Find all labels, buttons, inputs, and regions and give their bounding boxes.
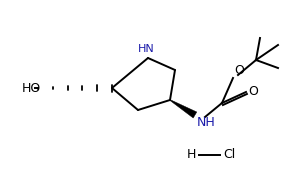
Text: HN: HN bbox=[138, 44, 154, 54]
Polygon shape bbox=[170, 100, 197, 118]
Text: NH: NH bbox=[197, 116, 216, 129]
Text: O: O bbox=[248, 84, 258, 97]
Text: HO: HO bbox=[22, 81, 41, 94]
Text: H: H bbox=[187, 148, 196, 161]
Text: Cl: Cl bbox=[223, 148, 235, 161]
Text: O: O bbox=[234, 64, 244, 77]
